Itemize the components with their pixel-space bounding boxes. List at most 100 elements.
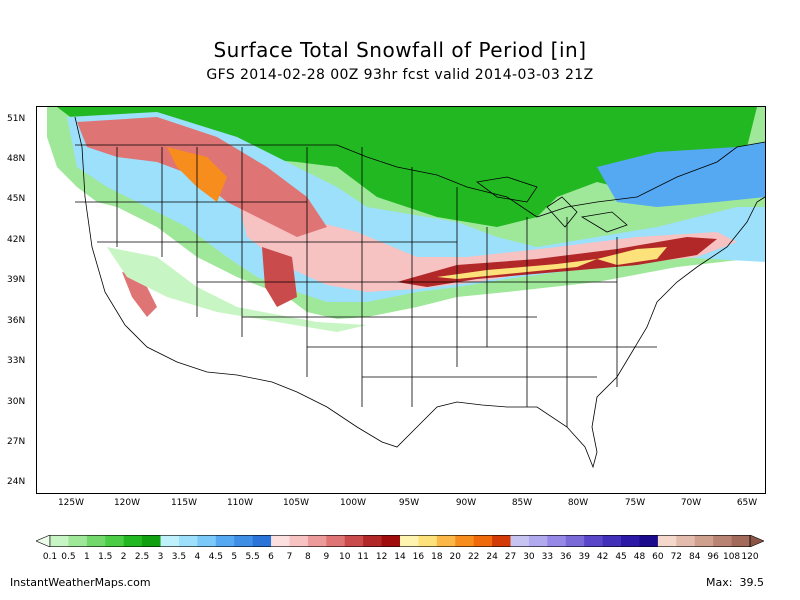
lat-label-24n: 24N [7,477,26,487]
site-credit: InstantWeatherMaps.com [10,576,151,589]
legend-swatch [142,535,162,547]
lat-label-36n: 36N [7,316,26,326]
snow-band-yellow [437,259,597,279]
legend-level-label: 33 [541,552,554,562]
lon-label-90w: 90W [455,498,477,508]
legend-swatch [123,535,143,547]
lon-label-125w: 125W [57,498,85,508]
legend-level-label: 120 [741,552,759,562]
lon-label-120w: 120W [113,498,141,508]
legend-swatch [68,535,88,547]
legend-level-label: 60 [652,552,664,562]
lat-label-39n: 39N [7,275,26,285]
legend-swatch [492,535,512,547]
legend-swatch [694,535,714,547]
legend-level-label: 10 [339,552,351,562]
legend-swatch [676,535,696,547]
legend-swatch [178,535,198,547]
legend-colorbar [36,535,764,547]
legend-level-label: 24 [486,552,498,562]
great-lakes [476,176,628,233]
legend-level-label: 3.5 [171,552,187,562]
snow-light-southern-edge [107,247,367,332]
lat-label-42n: 42N [7,235,26,245]
legend-swatch [381,535,401,547]
legend-level-label: 84 [689,552,701,562]
lon-label-75w: 75W [624,498,646,508]
legend-swatch [234,535,254,547]
lat-label-45n: 45N [7,194,26,204]
legend-level-label: 36 [560,552,572,562]
lon-label-70w: 70W [680,498,702,508]
legend-level-label: 0.5 [61,552,76,562]
legend-swatch [307,535,327,547]
legend-level-label: 45 [615,552,627,562]
legend-level-label: 30 [523,552,535,562]
lon-label-95w: 95W [398,498,420,508]
lat-label-27n: 27N [7,437,26,447]
legend-level-label: 39 [578,552,590,562]
legend-border [49,535,751,547]
lat-label-48n: 48N [7,154,26,164]
legend-swatch [363,535,383,547]
legend-level-label: 0.1 [42,552,58,562]
legend-swatch [436,535,456,547]
legend-swatch [215,535,235,547]
legend-swatch [602,535,622,547]
lon-label-65w: 65W [736,498,758,508]
lat-label-33n: 33N [7,356,26,366]
legend-level-label: 12 [375,552,388,562]
legend-level-label: 7 [286,552,293,562]
legend-swatch [455,535,475,547]
legend-level-label: 11 [357,552,369,562]
map-subtitle: GFS 2014-02-28 00Z 93hr fcst valid 2014-… [206,67,594,83]
map-title: Surface Total Snowfall of Period [in] [213,38,587,62]
snow-fields [47,107,765,332]
lon-label-80w: 80W [567,498,589,508]
max-value-readout: Max: 39.5 [706,576,764,589]
state-lines-horiz [75,201,657,378]
legend-level-label: 16 [412,552,425,562]
us-outline [74,116,765,469]
legend-level-label: 5 [231,552,238,562]
legend-level-label: 3 [157,552,164,562]
legend-swatch [271,535,290,547]
legend-level-label: 4 [194,552,201,562]
legend-swatch [197,535,217,547]
lat-label-51n: 51N [7,114,26,124]
snow-blue-east [597,142,765,207]
lon-label-110w: 110W [226,498,254,508]
legend-swatch [528,535,548,547]
legend-swatch [105,535,125,547]
legend-swatch [621,535,640,547]
legend-labels: 0.1 0.5 1 1.5 2 2.5 3 3.5 4 4.5 5 5.5 6 7 8 9 10 11 12 14 16… [36,552,764,564]
legend-swatch [731,535,751,547]
legend-swatch [289,535,309,547]
legend-level-label: 8 [305,552,311,562]
legend-arrow-left [36,535,51,547]
snowfall-map-svg [47,107,765,469]
legend-level-label: 14 [394,552,406,562]
legend-level-label: 2 [120,552,127,562]
legend-level-label: 22 [467,552,480,562]
legend-swatch [50,535,69,547]
legend-level-label: 18 [431,552,443,562]
legend-level-label: 9 [323,552,330,562]
legend-level-label: 2.5 [134,552,150,562]
canada-border [75,141,765,218]
snow-band-yellow-east [597,247,667,265]
lon-label-85w: 85W [511,498,533,508]
boundary-lines [74,116,765,469]
lon-label-100w: 100W [339,498,367,508]
legend-swatch [639,535,659,547]
legend-level-label: 72 [670,552,683,562]
lon-label-115w: 115W [170,498,198,508]
legend-level-label: 108 [722,552,741,562]
legend-swatch [510,535,530,547]
legend-level-label: 1.5 [98,552,113,562]
legend-swatch [400,535,419,547]
legend-swatch [160,535,180,547]
legend-swatch [657,535,677,547]
legend-swatch [326,535,346,547]
legend-level-label: 48 [633,552,646,562]
